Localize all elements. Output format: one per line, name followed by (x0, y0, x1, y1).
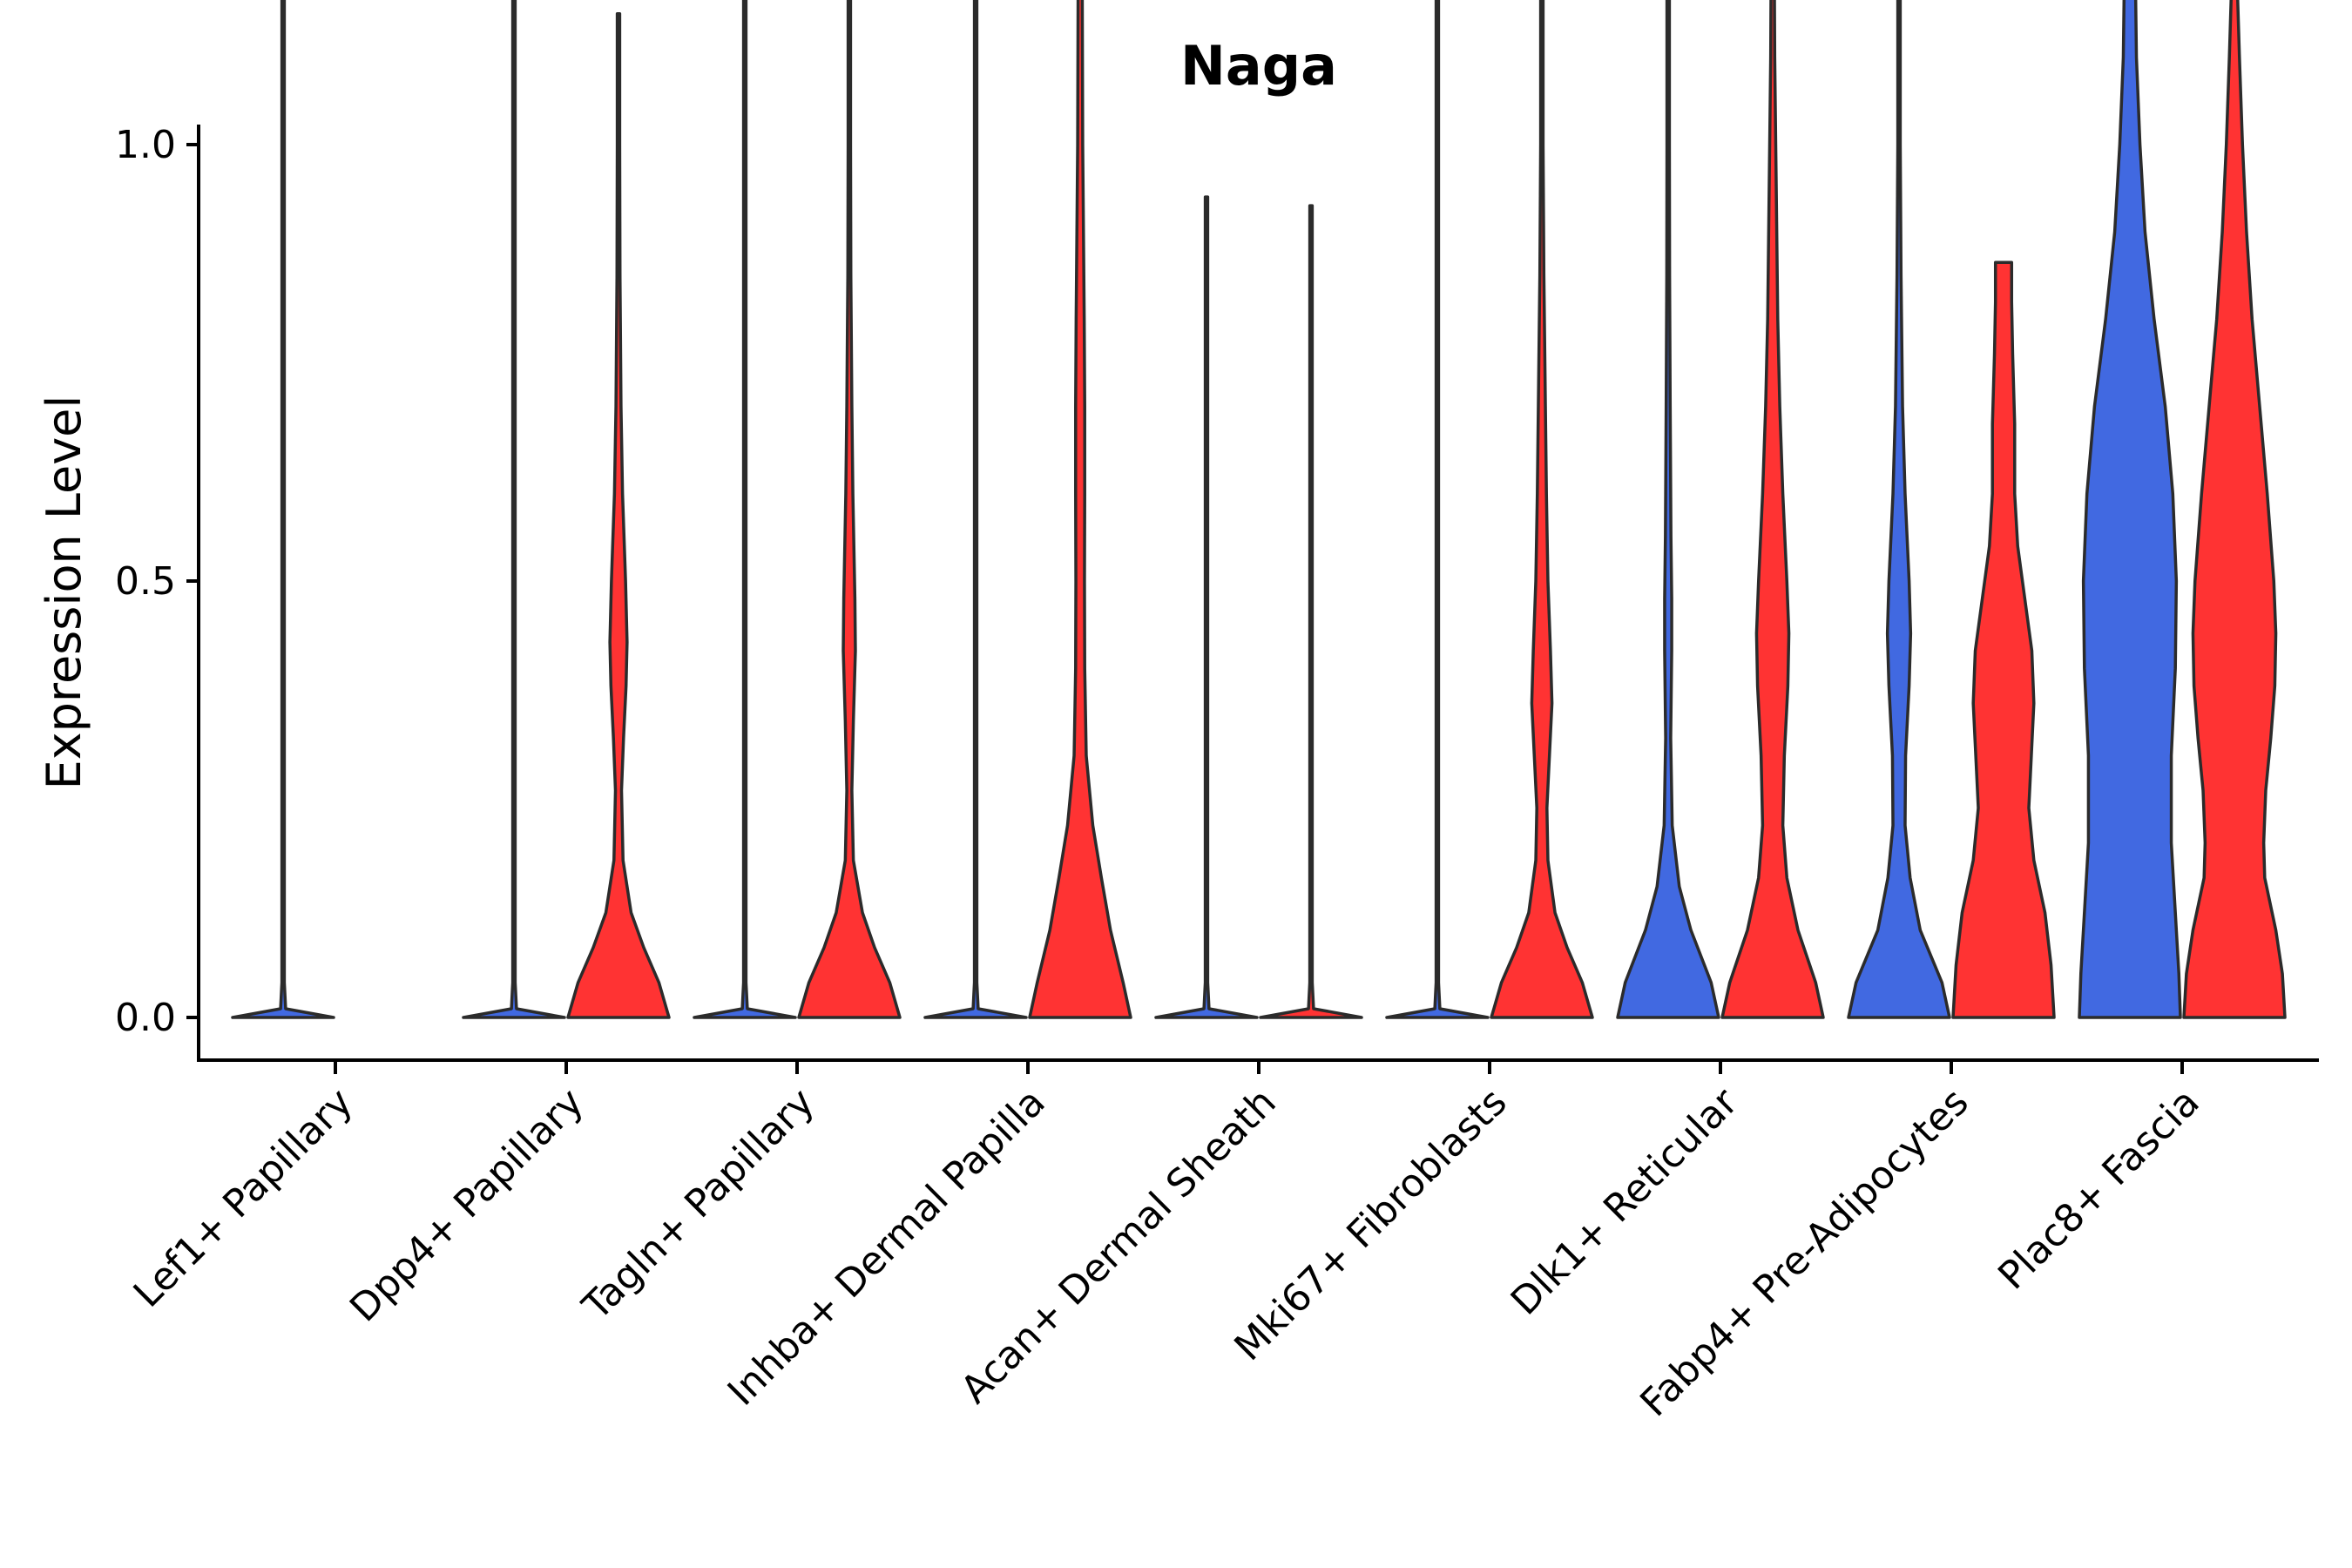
y-tick-label: 0.5 (115, 559, 176, 604)
x-tick-label: Tagln+ Papillary (574, 1080, 823, 1329)
y-ticks: 0.00.51.01.52.0 (115, 123, 199, 1040)
chart-title: Naga (1180, 34, 1337, 98)
violin-group1-3 (923, 0, 1028, 1019)
violin-group1-1 (462, 0, 566, 1019)
violin-group2-1 (566, 11, 671, 1019)
violin-group2-4 (1259, 204, 1363, 1019)
x-tick-label: Dpp4+ Papillary (341, 1080, 592, 1331)
violin-group1-4 (1154, 195, 1259, 1019)
violin-group2-5 (1490, 0, 1594, 1019)
violin-group1-8 (2078, 0, 2182, 1019)
y-tick-label: 1.0 (115, 123, 176, 167)
violin-group2-7 (1951, 260, 2056, 1019)
y-axis-label: Expression Level (37, 395, 91, 790)
violin-group2-6 (1720, 0, 1825, 1019)
violin-group1-2 (693, 0, 797, 1019)
violin-group2-8 (2182, 0, 2287, 1019)
x-tick-label: Plac8+ Fascia (1990, 1080, 2208, 1299)
violin-group1-0 (231, 0, 335, 1019)
x-tick-label: Lef1+ Papillary (125, 1080, 362, 1316)
x-tick-label: Dlk1+ Reticular (1503, 1079, 1747, 1324)
violin-group1-5 (1385, 0, 1490, 1019)
violin-group1-6 (1616, 0, 1720, 1019)
violin-layer (231, 0, 2287, 1019)
violin-group2-2 (797, 0, 902, 1019)
violin-group1-7 (1847, 0, 1951, 1019)
violin-group2-3 (1028, 0, 1132, 1019)
y-tick-label: 0.0 (115, 996, 176, 1040)
